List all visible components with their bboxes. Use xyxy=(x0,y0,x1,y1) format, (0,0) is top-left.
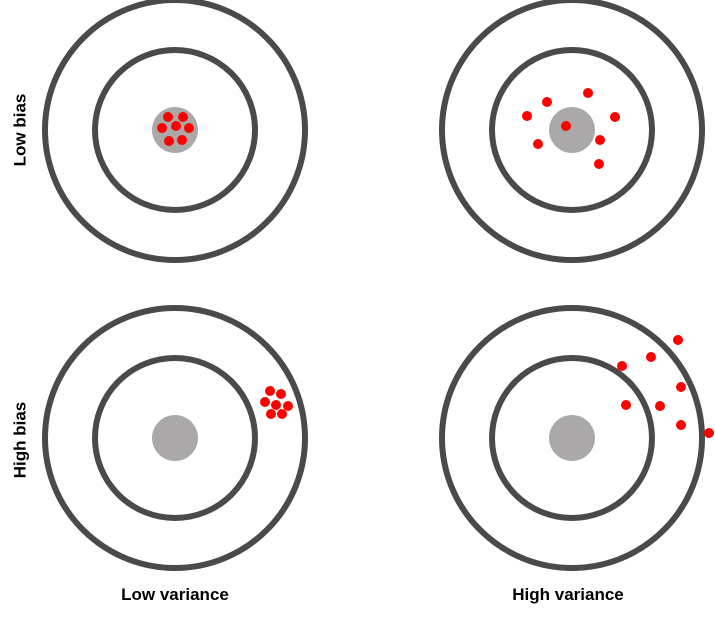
hit-point xyxy=(164,136,174,146)
hit-point xyxy=(171,121,181,131)
hit-point xyxy=(676,382,686,392)
hit-point xyxy=(655,401,665,411)
hit-point xyxy=(704,428,714,438)
hit-point xyxy=(260,397,270,407)
hit-point xyxy=(594,159,604,169)
inner-ring xyxy=(489,47,655,213)
hit-point xyxy=(621,400,631,410)
hit-point xyxy=(522,111,532,121)
hit-point xyxy=(277,409,287,419)
hit-point xyxy=(617,361,627,371)
hit-point xyxy=(157,123,167,133)
hit-point xyxy=(610,112,620,122)
column-label-low-variance: Low variance xyxy=(121,585,229,604)
outer-ring xyxy=(42,0,308,263)
hit-point xyxy=(561,121,571,131)
inner-ring xyxy=(92,47,258,213)
hit-point xyxy=(283,401,293,411)
outer-ring xyxy=(439,0,705,263)
hit-point xyxy=(595,135,605,145)
outer-ring xyxy=(439,305,705,571)
row-label-low-bias: Low bias xyxy=(11,94,30,167)
column-label-high-variance: High variance xyxy=(512,585,624,604)
hit-point xyxy=(271,400,281,410)
hit-point xyxy=(276,389,286,399)
hit-point xyxy=(184,123,194,133)
target-high-bias-low-variance xyxy=(42,305,308,571)
hit-point xyxy=(583,88,593,98)
target-low-bias-low-variance xyxy=(42,0,308,263)
hit-point xyxy=(646,352,656,362)
hit-point xyxy=(265,386,275,396)
hit-point xyxy=(542,97,552,107)
hit-point xyxy=(163,112,173,122)
inner-ring xyxy=(92,355,258,521)
hit-point xyxy=(266,409,276,419)
target-low-bias-high-variance xyxy=(439,0,705,263)
hit-point xyxy=(533,139,543,149)
row-label-high-bias: High bias xyxy=(11,402,30,479)
hit-point xyxy=(673,335,683,345)
hit-point xyxy=(178,112,188,122)
bullseye xyxy=(152,415,198,461)
inner-ring xyxy=(489,355,655,521)
bullseye xyxy=(549,415,595,461)
hit-point xyxy=(676,420,686,430)
outer-ring xyxy=(42,305,308,571)
bullseye xyxy=(549,107,595,153)
target-high-bias-high-variance xyxy=(439,305,714,571)
hit-point xyxy=(177,135,187,145)
